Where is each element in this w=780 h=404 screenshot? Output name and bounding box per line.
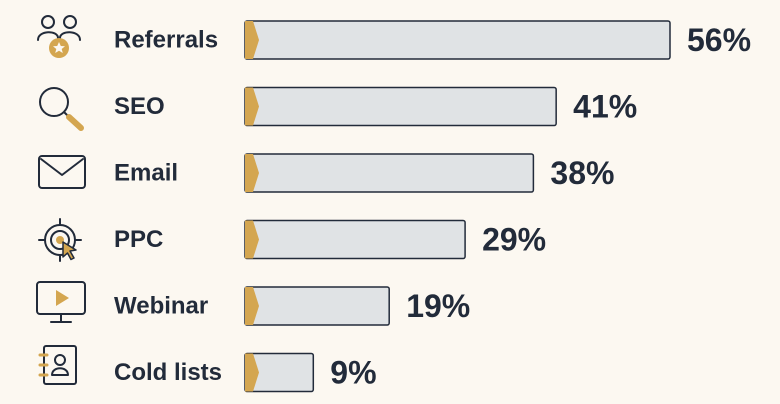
value-label: 29% [482,222,546,258]
envelope-icon [38,155,86,189]
category-label: Email [114,160,178,187]
bar [244,20,671,60]
category-label: Cold lists [114,359,222,386]
category-label: SEO [114,93,165,120]
bar [244,219,466,260]
value-label: 38% [550,155,614,191]
bar-accent-tab [245,287,259,325]
referral-people-icon [37,15,81,58]
video-monitor-icon [36,281,86,323]
bar [244,286,390,326]
value-label: 19% [406,288,470,324]
category-label: Referrals [114,27,218,54]
contact-book-icon [38,345,77,385]
magnifier-icon [39,87,84,131]
bars-group: Referrals 56% SEO 41% Email 38% PPC 29% Webinar 1… [114,20,751,393]
value-label: 41% [573,89,637,125]
bar-accent-tab [245,353,259,392]
value-label: 56% [687,22,751,58]
category-label: PPC [114,226,163,253]
bar-accent-tab [245,87,259,126]
target-cursor-icon [38,218,82,262]
value-label: 9% [330,355,376,391]
bar-accent-tab [245,154,259,192]
bar-accent-tab [245,220,259,259]
category-label: Webinar [114,293,208,320]
category-icons [36,15,86,385]
bar [244,86,557,127]
bar [244,153,535,193]
bar-accent-tab [245,21,259,59]
